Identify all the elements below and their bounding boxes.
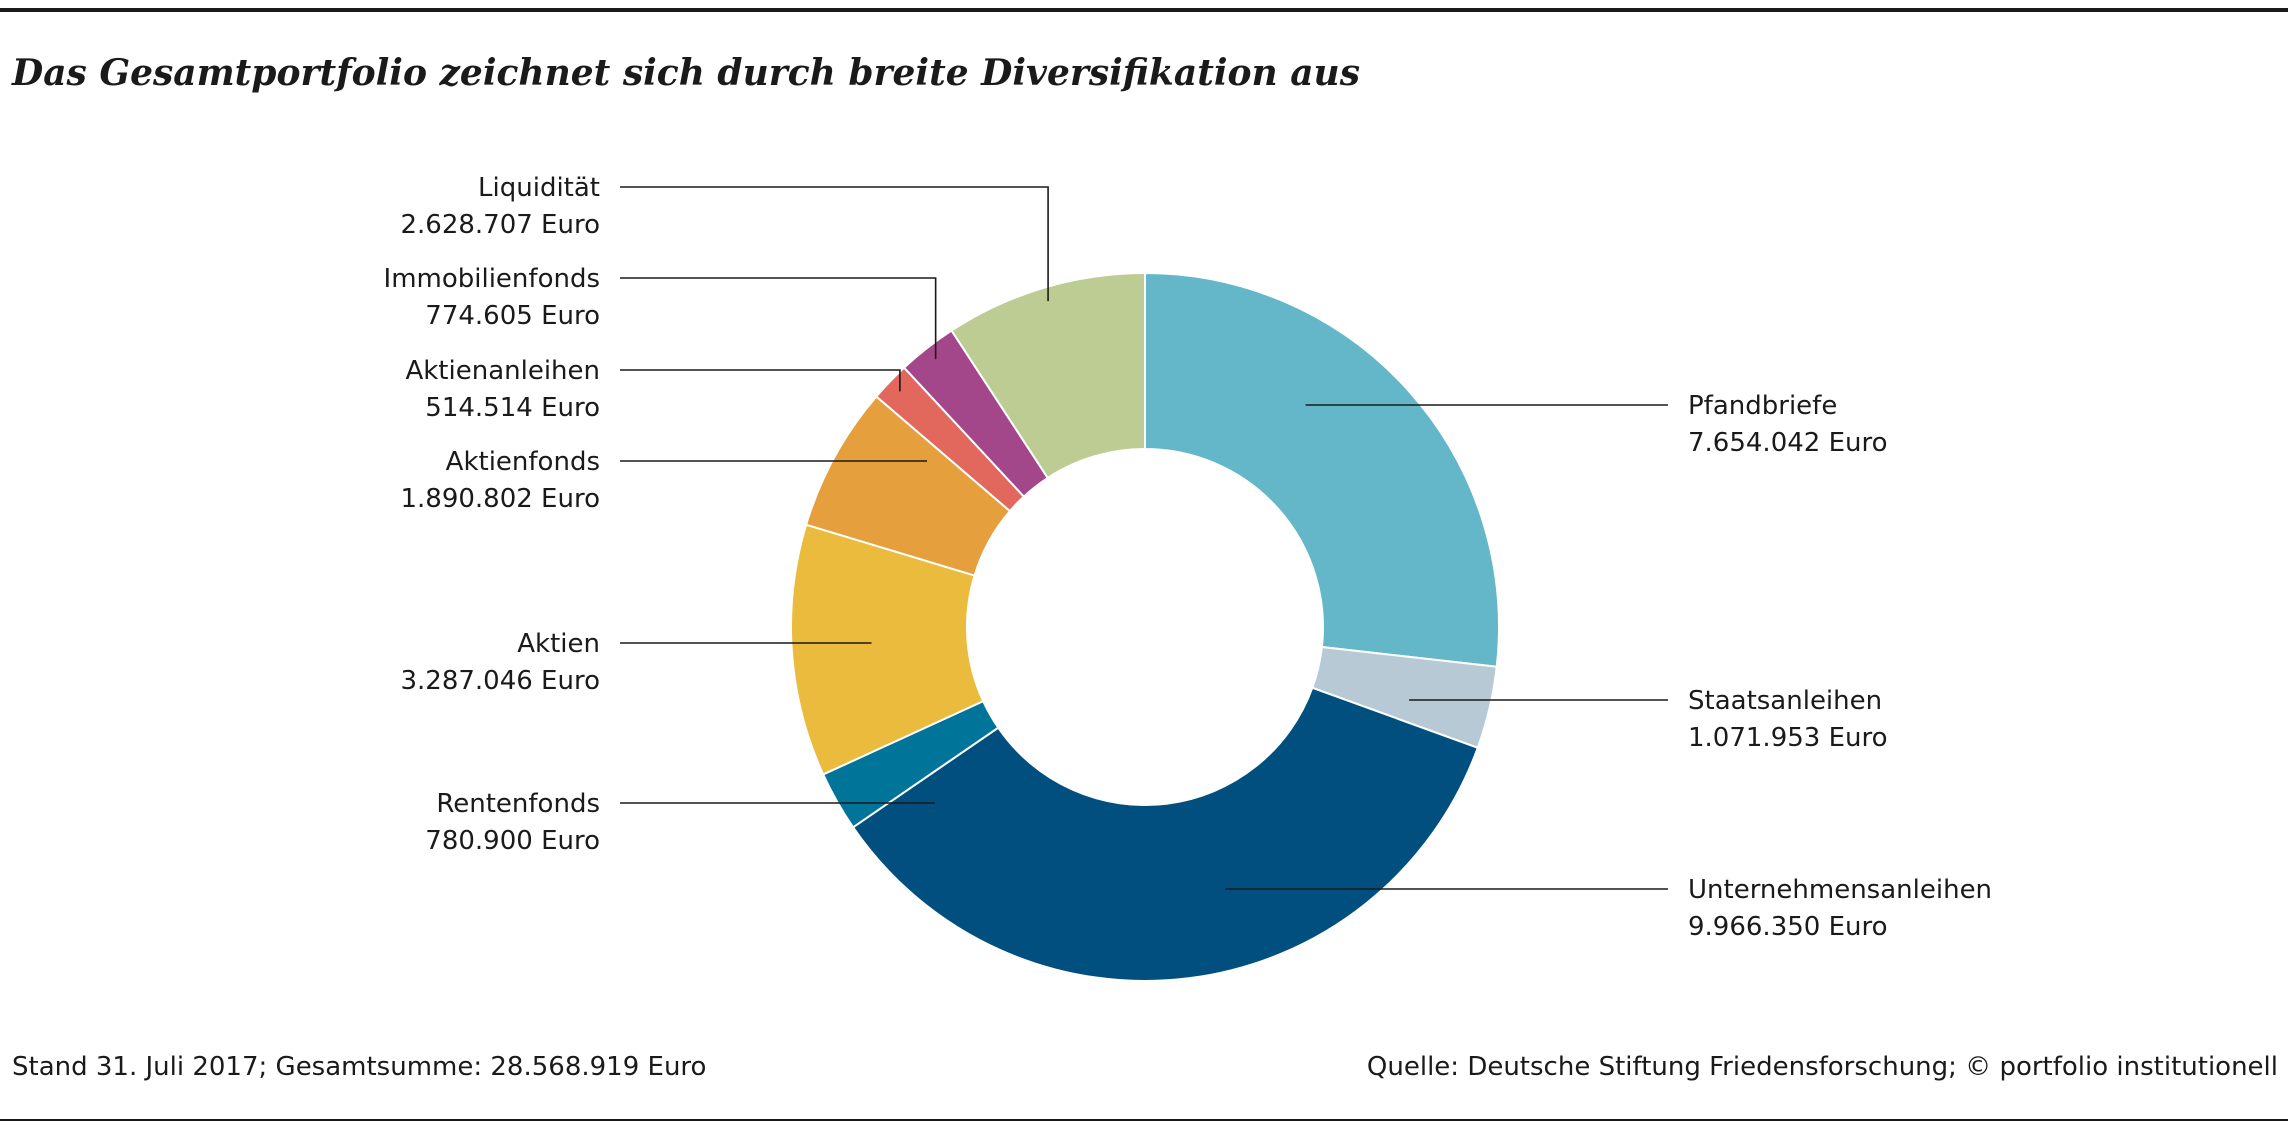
slice-label-aktienanleihen: Aktienanleihen: [405, 356, 600, 386]
donut-slices: [790, 271, 1500, 982]
slice-value-unternehmensanleihen: 9.966.350 Euro: [1688, 912, 1888, 942]
slice-liquiditat: [950, 271, 1146, 480]
slice-value-liquiditat: 2.628.707 Euro: [400, 210, 600, 240]
slice-unternehmensanleihen: [851, 686, 1480, 982]
chart-title: Das Gesamtportfolio zeichnet sich durch …: [12, 52, 1360, 94]
slice-labels: Pfandbriefe 7.654.042 Euro Staatsanleihen 1…: [384, 173, 1993, 942]
slice-label-pfandbriefe: Pfandbriefe: [1688, 391, 1837, 421]
slice-value-aktienanleihen: 514.514 Euro: [425, 393, 600, 423]
leader-line-liquiditat: [620, 186, 1049, 302]
top-rule: [0, 8, 2288, 12]
slice-label-rentenfonds: Rentenfonds: [436, 789, 600, 819]
slice-label-aktienfonds: Aktienfonds: [446, 447, 600, 477]
slice-label-aktien: Aktien: [517, 629, 600, 659]
leader-line-aktienanleihen: [620, 369, 901, 392]
slice-value-pfandbriefe: 7.654.042 Euro: [1688, 428, 1888, 458]
slice-value-immobilienfonds: 774.605 Euro: [425, 301, 600, 331]
leader-line-immobilienfonds: [620, 277, 937, 360]
slice-label-liquiditat: Liquidität: [478, 173, 600, 203]
slice-aktien: [790, 523, 985, 776]
slice-value-staatsanleihen: 1.071.953 Euro: [1688, 723, 1888, 753]
bottom-rule: [0, 1119, 2288, 1121]
slice-value-aktien: 3.287.046 Euro: [400, 666, 600, 696]
footer-note: Stand 31. Juli 2017; Gesamtsumme: 28.568…: [12, 1052, 707, 1082]
slice-value-rentenfonds: 780.900 Euro: [425, 826, 600, 856]
slice-label-unternehmensanleihen: Unternehmensanleihen: [1688, 875, 1992, 905]
leader-lines: [620, 186, 1668, 890]
slice-label-immobilienfonds: Immobilienfonds: [384, 264, 600, 294]
slice-label-staatsanleihen: Staatsanleihen: [1688, 686, 1882, 716]
slice-pfandbriefe: [1144, 271, 1500, 668]
slice-value-aktienfonds: 1.890.802 Euro: [400, 484, 600, 514]
footer-source: Quelle: Deutsche Stiftung Friedensforsch…: [1366, 1052, 2278, 1082]
